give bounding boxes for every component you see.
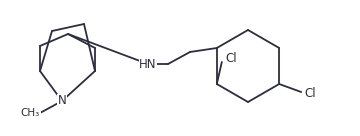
- Text: N: N: [58, 95, 66, 107]
- Text: Cl: Cl: [304, 87, 316, 101]
- Text: CH₃: CH₃: [21, 108, 40, 118]
- Text: HN: HN: [139, 58, 157, 70]
- Text: Cl: Cl: [225, 52, 237, 66]
